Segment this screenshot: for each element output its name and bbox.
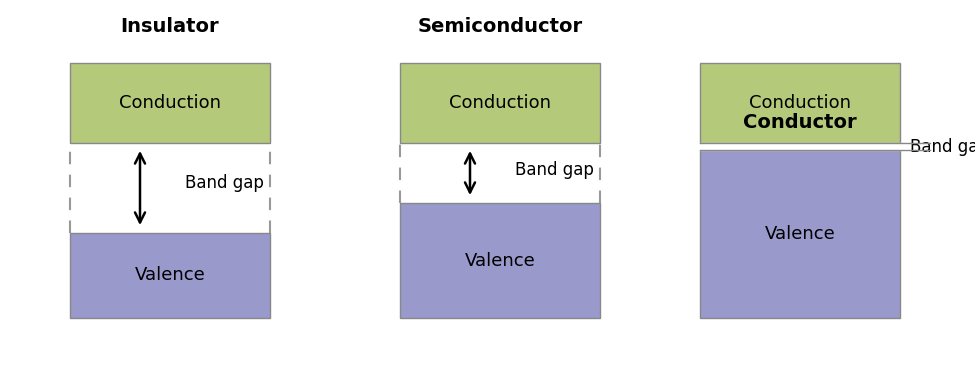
Text: Insulator: Insulator xyxy=(121,17,219,36)
Text: Conduction: Conduction xyxy=(119,94,221,112)
Text: Band gap: Band gap xyxy=(910,138,975,156)
Text: Semiconductor: Semiconductor xyxy=(417,17,583,36)
Bar xyxy=(700,150,900,318)
Text: Conduction: Conduction xyxy=(749,94,851,112)
Bar xyxy=(70,63,270,143)
Text: Valence: Valence xyxy=(764,225,836,243)
Bar xyxy=(400,63,600,143)
Text: Band gap: Band gap xyxy=(185,174,264,192)
Text: Conductor: Conductor xyxy=(743,113,857,133)
Text: Band gap: Band gap xyxy=(515,161,594,179)
Text: Conduction: Conduction xyxy=(449,94,551,112)
Bar xyxy=(400,203,600,318)
Bar xyxy=(70,233,270,318)
Text: Valence: Valence xyxy=(135,266,206,285)
Text: Valence: Valence xyxy=(465,251,535,270)
Bar xyxy=(700,63,900,143)
